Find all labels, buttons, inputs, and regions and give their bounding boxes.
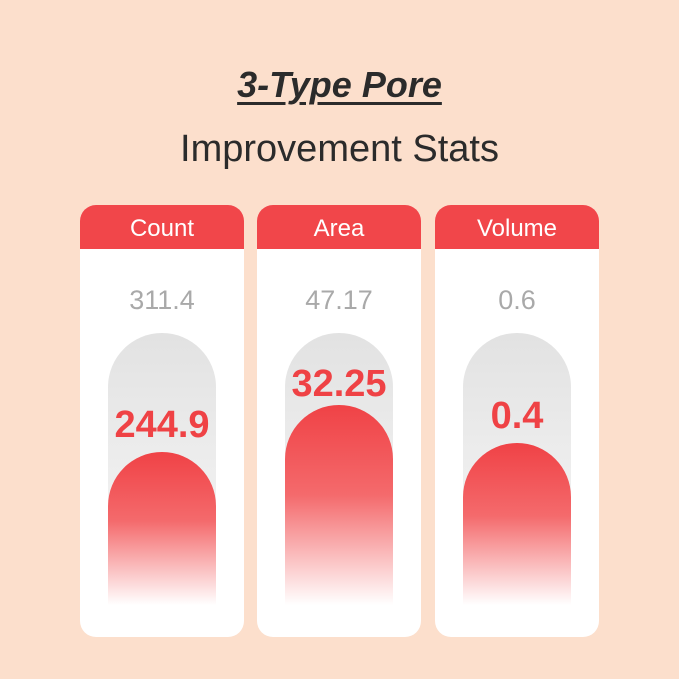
card-header: Volume xyxy=(435,205,599,249)
bar-fill xyxy=(108,452,216,605)
after-value: 32.25 xyxy=(291,363,387,405)
before-value: 0.6 xyxy=(498,285,536,315)
title: 3-Type Pore xyxy=(0,64,679,106)
bar-track xyxy=(463,333,571,605)
bar-track xyxy=(108,333,216,605)
before-value: 47.17 xyxy=(305,285,373,315)
after-value: 0.4 xyxy=(490,395,544,437)
card-header: Area xyxy=(257,205,421,249)
bar-track xyxy=(285,333,393,605)
after-value: 244.9 xyxy=(114,404,210,446)
bar-fill xyxy=(285,405,393,605)
stat-card: Area 47.17 32.25 xyxy=(257,205,421,637)
card-header: Count xyxy=(80,205,244,249)
stat-card: Volume 0.6 0.4 xyxy=(435,205,599,637)
before-value: 311.4 xyxy=(129,285,195,315)
subtitle: Improvement Stats xyxy=(180,128,499,170)
title-text: 3-Type Pore xyxy=(237,64,442,105)
stat-card: Count 311.4 244.9 xyxy=(80,205,244,637)
bar-fill xyxy=(463,443,571,605)
